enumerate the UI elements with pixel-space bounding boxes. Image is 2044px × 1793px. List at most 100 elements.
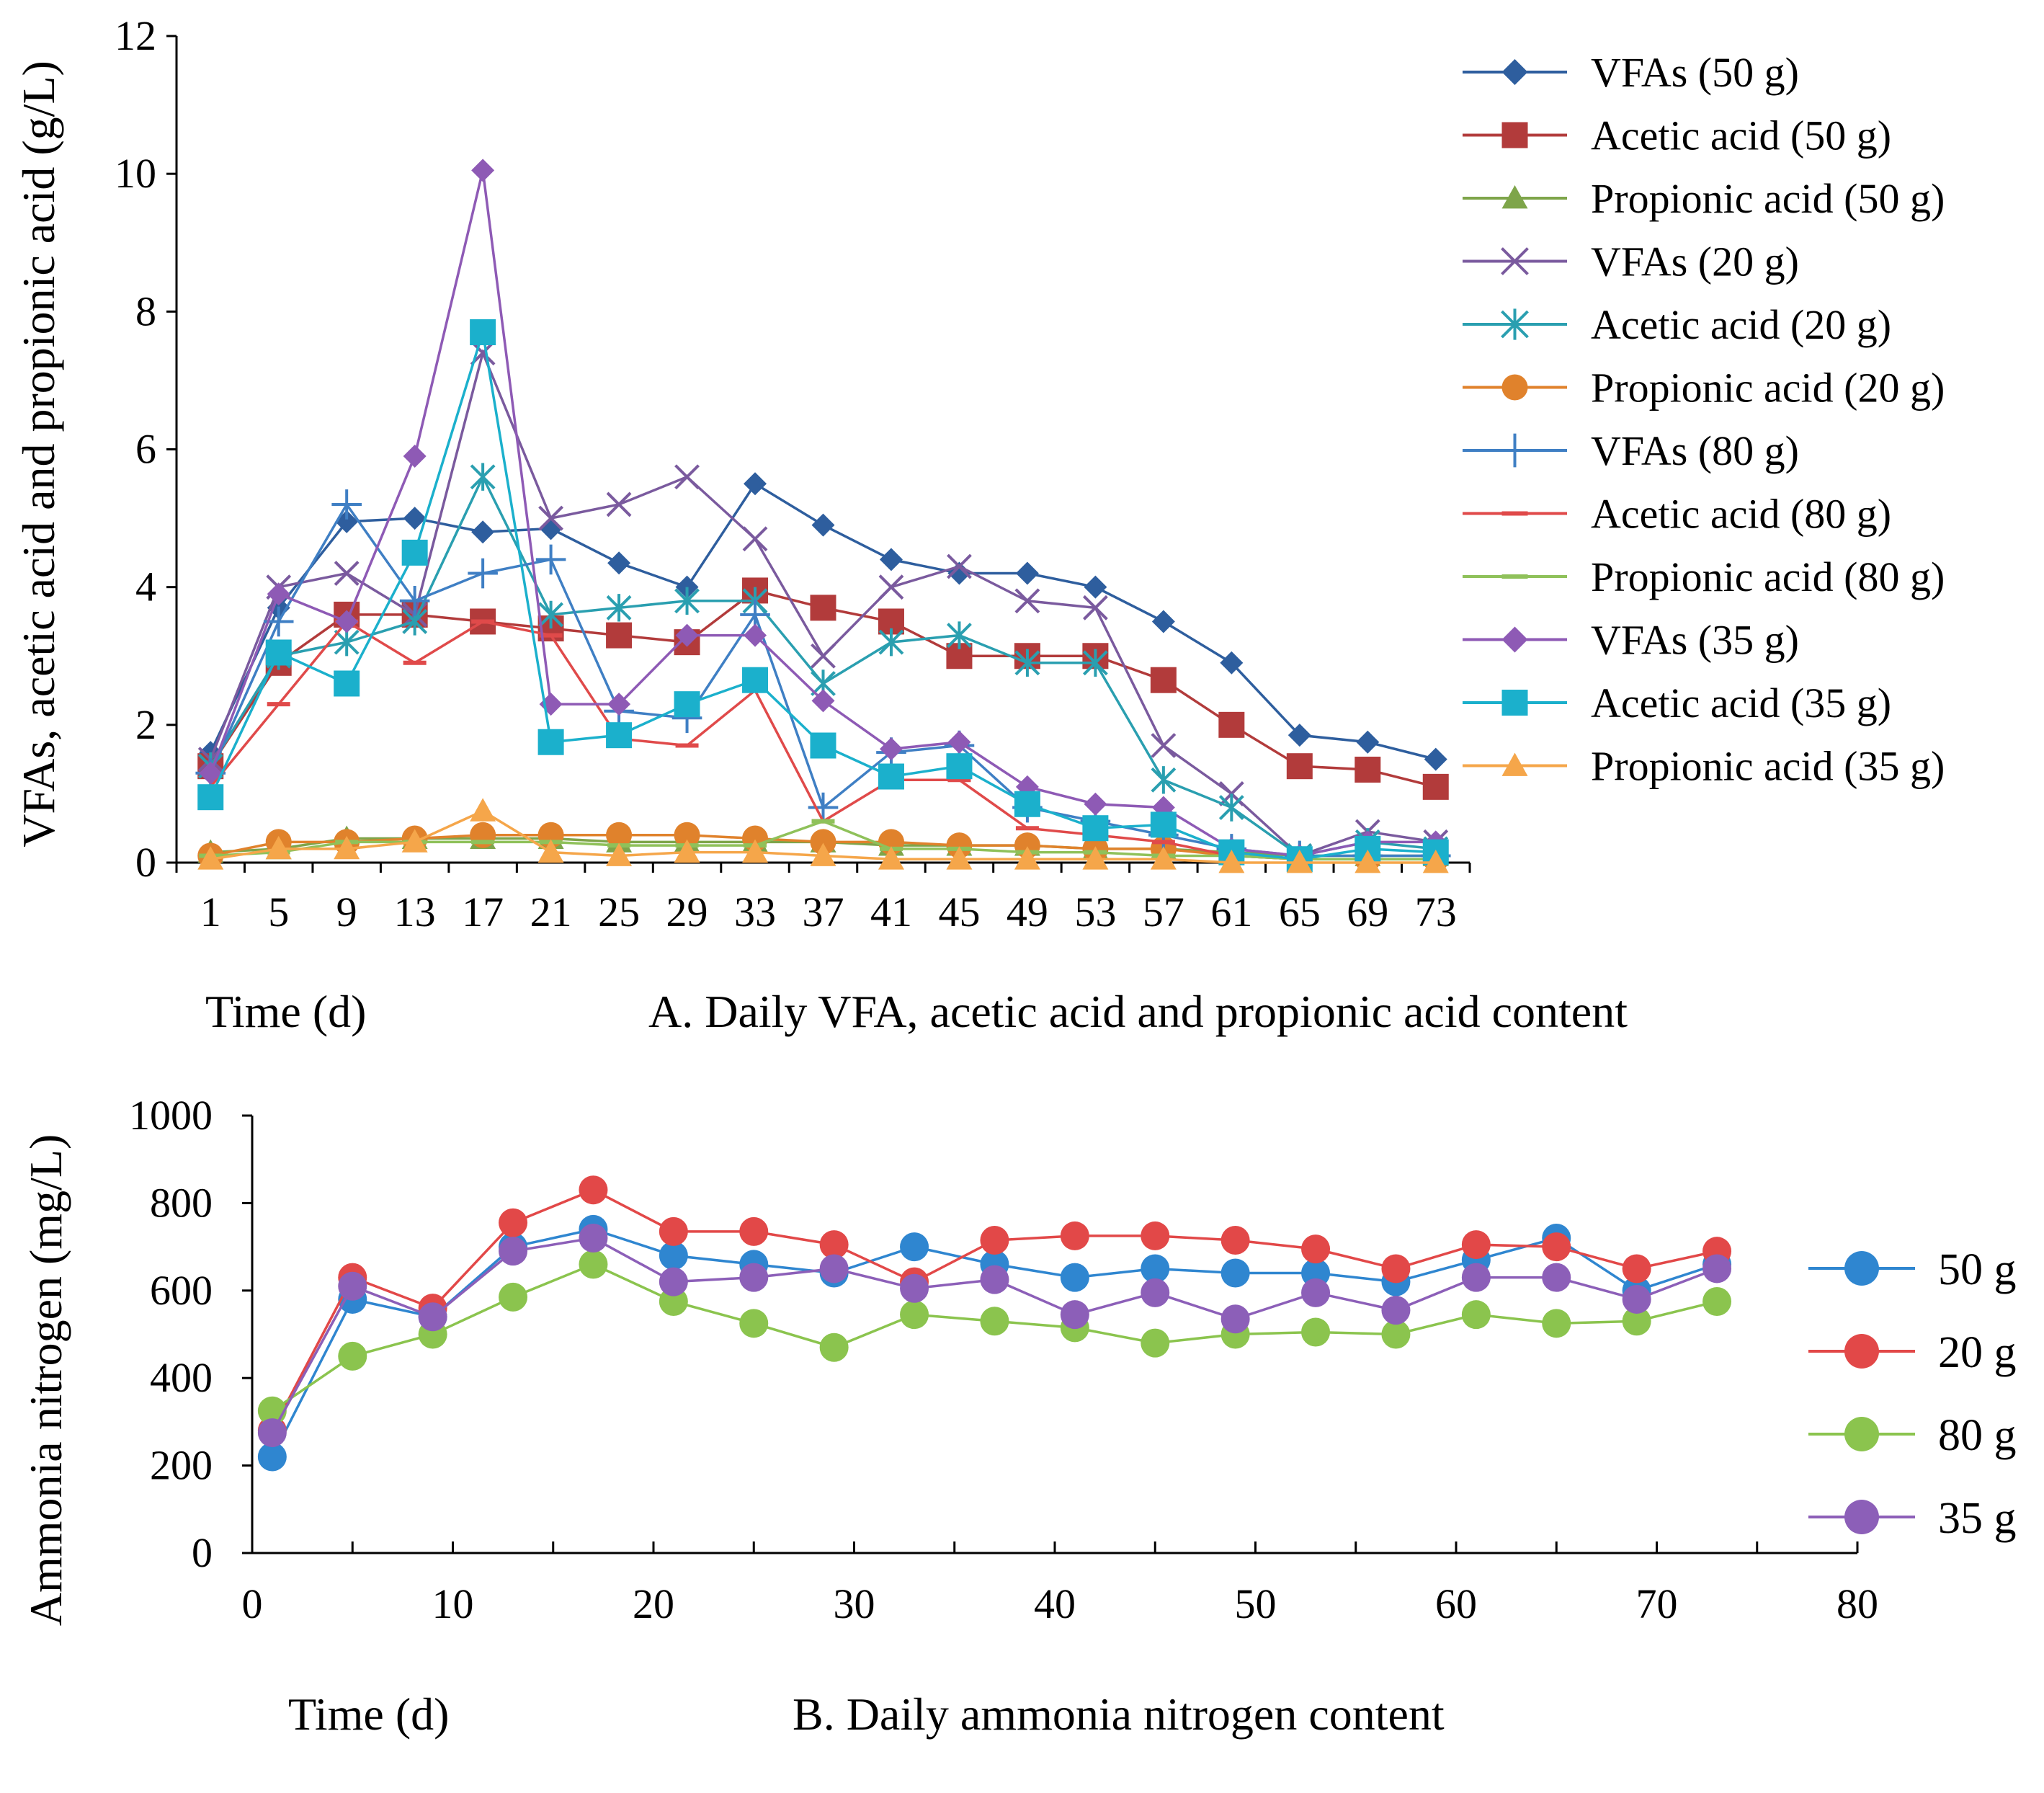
x-tick-label: 13 bbox=[394, 889, 436, 935]
data-point bbox=[499, 1282, 528, 1312]
data-point bbox=[947, 730, 971, 754]
legend-label: Acetic acid (80 g) bbox=[1591, 491, 1891, 538]
legend-entry: Acetic acid (20 g) bbox=[1463, 301, 1891, 348]
data-point bbox=[900, 1232, 929, 1262]
data-point bbox=[499, 1237, 528, 1266]
data-point bbox=[579, 1175, 608, 1205]
data-point bbox=[1461, 1300, 1491, 1330]
data-point bbox=[1150, 811, 1177, 838]
y-tick-label: 0 bbox=[192, 1529, 213, 1576]
data-point bbox=[1355, 756, 1381, 783]
x-tick-label: 30 bbox=[834, 1580, 875, 1627]
data-point bbox=[1082, 815, 1109, 842]
data-point bbox=[267, 582, 290, 606]
data-point bbox=[900, 1273, 929, 1303]
data-point bbox=[1356, 730, 1380, 754]
y-tick-label: 6 bbox=[135, 426, 156, 473]
data-point bbox=[674, 464, 700, 490]
data-point bbox=[878, 763, 904, 790]
data-point bbox=[579, 1250, 608, 1279]
data-point bbox=[471, 159, 495, 182]
data-point bbox=[819, 1254, 849, 1283]
data-point bbox=[265, 835, 292, 860]
legend-entry: VFAs (20 g) bbox=[1463, 239, 1799, 285]
legend-marker bbox=[1844, 1251, 1879, 1286]
data-point bbox=[1150, 846, 1177, 870]
data-point bbox=[1082, 595, 1108, 620]
chart-b-y-axis-title: Ammonia nitrogen (mg/L) bbox=[20, 1134, 71, 1627]
legend-label: 20 g bbox=[1938, 1328, 2017, 1377]
data-point bbox=[947, 553, 972, 579]
x-tick-label: 5 bbox=[268, 889, 289, 935]
legend-label: Propionic acid (20 g) bbox=[1591, 365, 1945, 411]
x-tick-label: 57 bbox=[1143, 889, 1184, 935]
data-point bbox=[418, 1302, 447, 1332]
data-point bbox=[674, 822, 700, 848]
data-point bbox=[1141, 1328, 1170, 1358]
chart-a-series bbox=[195, 159, 1451, 873]
data-point bbox=[1151, 766, 1177, 794]
y-tick-label: 0 bbox=[135, 839, 156, 886]
legend-label: Propionic acid (35 g) bbox=[1591, 743, 1945, 790]
y-tick-label: 400 bbox=[150, 1354, 213, 1401]
data-point bbox=[980, 1307, 1009, 1336]
data-point bbox=[1141, 1221, 1170, 1250]
data-point bbox=[1060, 1300, 1089, 1330]
data-point bbox=[338, 1271, 367, 1301]
data-point bbox=[1286, 753, 1313, 780]
x-tick-label: 25 bbox=[598, 889, 640, 935]
data-point bbox=[1542, 1263, 1571, 1292]
x-tick-label: 41 bbox=[870, 889, 912, 935]
legend-label: Acetic acid (20 g) bbox=[1591, 301, 1891, 348]
x-tick-label: 60 bbox=[1435, 1580, 1477, 1627]
legend-entry: 20 g bbox=[1808, 1328, 2017, 1377]
data-point bbox=[1542, 1232, 1571, 1262]
data-point bbox=[606, 822, 633, 848]
x-tick-label: 50 bbox=[1235, 1580, 1277, 1627]
chart-b-axes: 0 200 400 600 800 1000 0 10 20 30 40 50 60 70 80 bbox=[129, 1092, 1878, 1627]
legend-label: 50 g bbox=[1938, 1245, 2017, 1294]
data-point bbox=[539, 517, 563, 540]
data-point bbox=[1014, 649, 1040, 677]
data-point bbox=[1015, 561, 1039, 585]
data-point bbox=[744, 623, 767, 647]
series-3 bbox=[257, 1223, 1732, 1448]
chart-b-title: B. Daily ammonia nitrogen content bbox=[793, 1689, 1445, 1740]
x-tick-label: 0 bbox=[242, 1580, 263, 1627]
data-point bbox=[1218, 793, 1244, 822]
data-point bbox=[900, 1300, 929, 1330]
data-point bbox=[878, 846, 904, 870]
data-point bbox=[739, 1216, 769, 1246]
chart-a-title: A. Daily VFA, acetic acid and propionic … bbox=[648, 986, 1628, 1037]
data-point bbox=[607, 693, 631, 716]
data-point bbox=[1218, 850, 1245, 873]
data-point bbox=[1286, 850, 1313, 873]
legend-entry: Acetic acid (35 g) bbox=[1463, 680, 1891, 726]
data-point bbox=[878, 628, 904, 657]
data-point bbox=[980, 1265, 1009, 1294]
data-point bbox=[742, 667, 769, 693]
legend-entry: Propionic acid (35 g) bbox=[1463, 743, 1945, 790]
x-tick-label: 17 bbox=[462, 889, 504, 935]
data-point bbox=[401, 829, 428, 853]
data-point bbox=[399, 585, 430, 616]
data-point bbox=[1150, 667, 1177, 693]
data-point bbox=[1622, 1284, 1651, 1314]
data-point bbox=[1082, 846, 1109, 870]
data-point bbox=[338, 1341, 367, 1371]
data-point bbox=[674, 691, 700, 718]
y-tick-label: 2 bbox=[135, 701, 156, 748]
y-tick-label: 800 bbox=[150, 1179, 213, 1226]
data-point bbox=[335, 610, 359, 633]
data-point bbox=[1301, 1234, 1331, 1264]
legend-marker bbox=[1501, 374, 1528, 401]
y-tick-label: 12 bbox=[115, 12, 156, 59]
data-point bbox=[538, 505, 564, 531]
x-tick-label: 69 bbox=[1347, 889, 1388, 935]
data-point bbox=[1381, 1296, 1411, 1325]
legend-entry: VFAs (50 g) bbox=[1463, 49, 1799, 96]
legend-marker bbox=[1501, 59, 1528, 85]
data-point bbox=[879, 548, 903, 571]
x-tick-label: 29 bbox=[666, 889, 708, 935]
data-point bbox=[470, 798, 496, 822]
